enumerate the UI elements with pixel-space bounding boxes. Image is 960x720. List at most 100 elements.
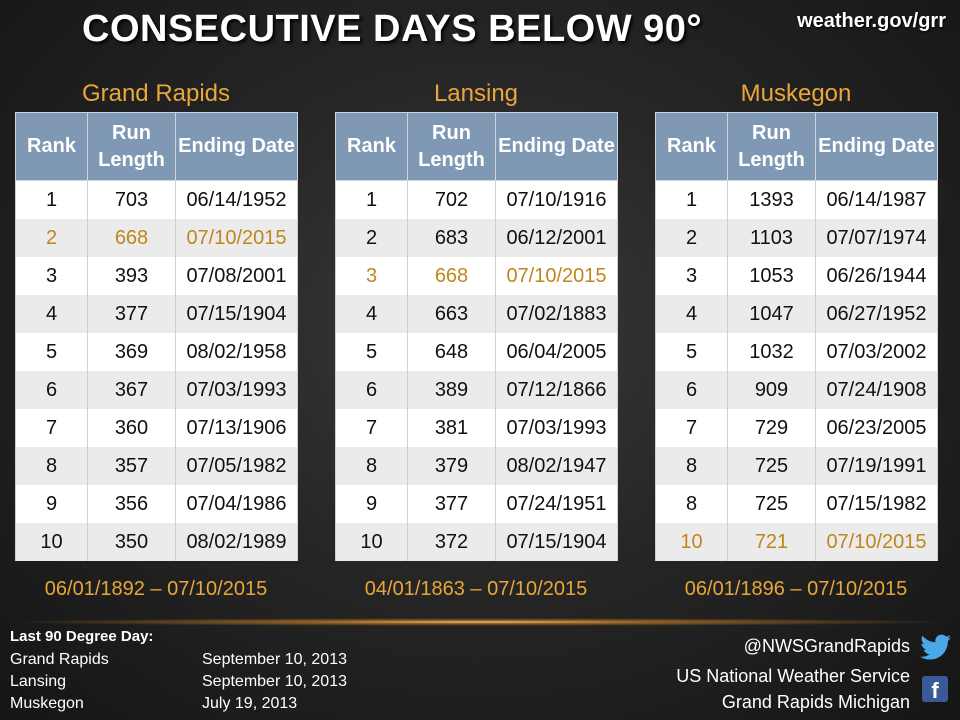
table-row: 4 377 07/15/1904 (15, 295, 298, 333)
run-length-cell: 1032 (727, 333, 816, 371)
run-length-cell: 381 (407, 409, 496, 447)
run-length-cell: 1393 (727, 180, 816, 219)
ending-date-cell: 07/19/1991 (815, 447, 938, 485)
run-length-cell: 379 (407, 447, 496, 485)
table-row: 8 725 07/15/1982 (655, 485, 938, 523)
ending-date-cell: 08/02/1958 (175, 333, 298, 371)
rank-cell: 3 (15, 257, 88, 295)
rank-table: Rank Run Length Ending Date 1 703 06/14/1952 2… (15, 112, 298, 561)
rank-cell: 9 (15, 485, 88, 523)
ending-date-cell: 07/02/1883 (495, 295, 618, 333)
table-row: 8 379 08/02/1947 (335, 447, 618, 485)
table-row: 10 372 07/15/1904 (335, 523, 618, 561)
run-length-cell: 350 (87, 523, 176, 561)
table-row: 10 350 08/02/1989 (15, 523, 298, 561)
rank-cell: 10 (655, 523, 728, 561)
ending-date-cell: 07/12/1866 (495, 371, 618, 409)
ending-date-cell: 07/07/1974 (815, 219, 938, 257)
record-period: 06/01/1896 – 07/10/2015 (684, 578, 908, 600)
last-90-date: September 10, 2013 (202, 673, 347, 690)
rank-cell: 1 (15, 180, 88, 219)
rank-cell: 1 (335, 180, 408, 219)
run-length-cell: 377 (87, 295, 176, 333)
rank-cell: 10 (335, 523, 408, 561)
rank-cell: 8 (335, 447, 408, 485)
ending-date-cell: 07/15/1904 (495, 523, 618, 561)
rank-cell: 4 (15, 295, 88, 333)
table-row: 10 721 07/10/2015 (655, 523, 938, 561)
table-row: 5 369 08/02/1958 (15, 333, 298, 371)
ending-date-cell: 06/14/1952 (175, 180, 298, 219)
table-row: 8 725 07/19/1991 (655, 447, 938, 485)
table-row: 2 683 06/12/2001 (335, 219, 618, 257)
ending-date-cell: 06/14/1987 (815, 180, 938, 219)
last-90-city: Lansing (10, 673, 67, 690)
ending-date-cell: 06/12/2001 (495, 219, 618, 257)
ending-date-cell: 07/24/1908 (815, 371, 938, 409)
run-length-cell: 369 (87, 333, 176, 371)
run-length-cell: 909 (727, 371, 816, 409)
table-row: 8 357 07/05/1982 (15, 447, 298, 485)
table-row: 9 356 07/04/1986 (15, 485, 298, 523)
ending-date-cell: 07/05/1982 (175, 447, 298, 485)
rank-cell: 7 (655, 409, 728, 447)
column-header-run-length: Run Length (87, 112, 176, 181)
run-length-cell: 721 (727, 523, 816, 561)
column-header-rank: Rank (15, 112, 88, 181)
run-length-cell: 389 (407, 371, 496, 409)
rank-cell: 5 (655, 333, 728, 371)
ending-date-cell: 06/04/2005 (495, 333, 618, 371)
table-row: 4 663 07/02/1883 (335, 295, 618, 333)
ending-date-cell: 07/10/1916 (495, 180, 618, 219)
footer-title: Last 90 Degree Day: (10, 628, 154, 645)
twitter-bird-icon (920, 634, 951, 660)
column-header-ending-date: Ending Date (175, 112, 298, 181)
table-header-row: Rank Run Length Ending Date (335, 112, 618, 181)
rank-cell: 9 (335, 485, 408, 523)
ending-date-cell: 06/26/1944 (815, 257, 938, 295)
table-row: 7 729 06/23/2005 (655, 409, 938, 447)
ending-date-cell: 08/02/1947 (495, 447, 618, 485)
page-title: CONSECUTIVE DAYS BELOW 90° (82, 8, 703, 50)
rank-cell: 8 (655, 485, 728, 523)
rank-cell: 2 (15, 219, 88, 257)
ending-date-cell: 07/08/2001 (175, 257, 298, 295)
last-90-date: September 10, 2013 (202, 651, 347, 668)
record-period: 04/01/1863 – 07/10/2015 (364, 578, 588, 600)
table-row: 7 381 07/03/1993 (335, 409, 618, 447)
ending-date-cell: 07/10/2015 (495, 257, 618, 295)
rank-table: Rank Run Length Ending Date 1 1393 06/14/1987… (655, 112, 938, 561)
run-length-cell: 725 (727, 485, 816, 523)
rank-cell: 5 (335, 333, 408, 371)
table-row: 3 668 07/10/2015 (335, 257, 618, 295)
run-length-cell: 377 (407, 485, 496, 523)
rank-cell: 3 (655, 257, 728, 295)
last-90-city: Grand Rapids (10, 651, 109, 668)
rank-cell: 2 (655, 219, 728, 257)
city-name: Grand Rapids (81, 80, 231, 107)
rank-cell: 7 (15, 409, 88, 447)
city-name: Lansing (433, 80, 519, 107)
table-row: 2 668 07/10/2015 (15, 219, 298, 257)
run-length-cell: 1047 (727, 295, 816, 333)
rank-cell: 5 (15, 333, 88, 371)
run-length-cell: 663 (407, 295, 496, 333)
ending-date-cell: 07/03/1993 (175, 371, 298, 409)
rank-cell: 8 (15, 447, 88, 485)
run-length-cell: 360 (87, 409, 176, 447)
ending-date-cell: 07/10/2015 (175, 219, 298, 257)
run-length-cell: 703 (87, 180, 176, 219)
rank-cell: 6 (655, 371, 728, 409)
ending-date-cell: 06/27/1952 (815, 295, 938, 333)
column-header-ending-date: Ending Date (495, 112, 618, 181)
ending-date-cell: 08/02/1989 (175, 523, 298, 561)
run-length-cell: 648 (407, 333, 496, 371)
divider-glow (0, 618, 960, 626)
table-row: 9 377 07/24/1951 (335, 485, 618, 523)
ending-date-cell: 07/15/1982 (815, 485, 938, 523)
rank-cell: 4 (655, 295, 728, 333)
table-row: 3 1053 06/26/1944 (655, 257, 938, 295)
run-length-cell: 357 (87, 447, 176, 485)
run-length-cell: 702 (407, 180, 496, 219)
column-header-run-length: Run Length (727, 112, 816, 181)
